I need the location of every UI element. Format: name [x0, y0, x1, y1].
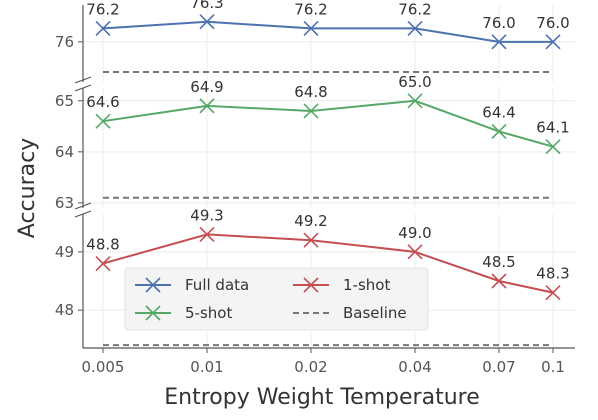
data-label: 76.3 [190, 0, 223, 12]
data-label: 48.3 [536, 265, 569, 283]
axes: 76 63 64 65 48 49 0.005 0.01 0.02 0.04 0.07 0.1 [55, 5, 575, 376]
data-label: 48.5 [482, 253, 515, 271]
data-point-marker [303, 103, 319, 119]
data-point-marker [199, 226, 215, 242]
legend-item: Full data [135, 276, 249, 294]
x-tick-label: 0.04 [398, 358, 431, 376]
data-point-marker [95, 113, 111, 129]
y-tick-label: 49 [55, 243, 74, 261]
series-line-full-data [102, 20, 553, 43]
legend: Full data 1-shot 5-shot Baseline [124, 267, 429, 331]
data-label: 49.3 [190, 206, 223, 224]
legend-label: 5-shot [185, 304, 232, 322]
data-point-marker [545, 139, 561, 155]
axis-break-mark [74, 210, 92, 218]
data-point-marker [303, 232, 319, 248]
data-point-marker [491, 273, 507, 289]
legend-item: 5-shot [135, 304, 232, 322]
data-point-marker [545, 34, 561, 50]
legend-marker [145, 305, 161, 321]
axis-break-mark [74, 76, 92, 84]
x-tick-label: 0.01 [190, 358, 223, 376]
axis-break-mark [74, 84, 92, 92]
data-label: 76.2 [294, 0, 327, 18]
series-line-1-shot [102, 233, 554, 294]
x-tick-label: 0.02 [294, 358, 327, 376]
data-label: 48.8 [86, 236, 119, 254]
legend-label: Baseline [343, 304, 407, 322]
y-tick-label: 65 [55, 92, 74, 110]
data-label: 76.0 [536, 14, 569, 32]
data-label: 64.1 [536, 119, 569, 137]
data-label: 76.0 [482, 14, 515, 32]
y-tick-label: 63 [55, 194, 74, 212]
legend-box [124, 267, 429, 331]
legend-marker [145, 277, 161, 293]
data-label: 64.6 [86, 93, 119, 111]
data-labels: 76.2 76.3 76.2 76.2 76.0 76.0 64.6 64.9 64.8 65.0… [86, 0, 569, 283]
axis-break-mark [74, 202, 92, 210]
data-label: 65.0 [398, 73, 431, 91]
x-tick-label: 0.1 [541, 358, 565, 376]
legend-label: Full data [185, 276, 249, 294]
data-point-marker [95, 20, 111, 37]
data-label: 76.2 [398, 0, 431, 18]
legend-item: 1-shot [293, 276, 390, 294]
series-line-5-shot [102, 99, 554, 148]
data-point-marker [95, 255, 111, 272]
data-point-marker [199, 98, 215, 114]
legend-label: 1-shot [343, 276, 390, 294]
x-tick-label: 0.005 [82, 358, 125, 376]
baselines [103, 70, 553, 347]
data-label: 76.2 [86, 0, 119, 18]
data-label: 64.8 [294, 83, 327, 101]
y-tick-label: 48 [55, 301, 74, 319]
data-point-marker [491, 123, 507, 139]
data-point-marker [407, 20, 423, 37]
x-axis-title: Entropy Weight Temperature [164, 385, 479, 410]
y-axis-title: Accuracy [15, 138, 40, 238]
data-label: 64.4 [482, 103, 515, 121]
data-label: 64.9 [190, 78, 223, 96]
data-point-marker [199, 14, 215, 30]
data-point-marker [491, 34, 507, 50]
y-tick-label: 76 [55, 33, 74, 51]
legend-item: Baseline [293, 304, 407, 322]
data-label: 49.0 [398, 224, 431, 242]
y-tick-label: 64 [55, 143, 74, 161]
series [95, 14, 561, 301]
x-tick-label: 0.07 [482, 358, 515, 376]
data-point-marker [407, 244, 423, 260]
legend-marker [303, 277, 319, 293]
data-point-marker [407, 93, 423, 109]
data-point-marker [303, 20, 319, 37]
data-point-marker [545, 285, 561, 301]
data-label: 49.2 [294, 212, 327, 230]
